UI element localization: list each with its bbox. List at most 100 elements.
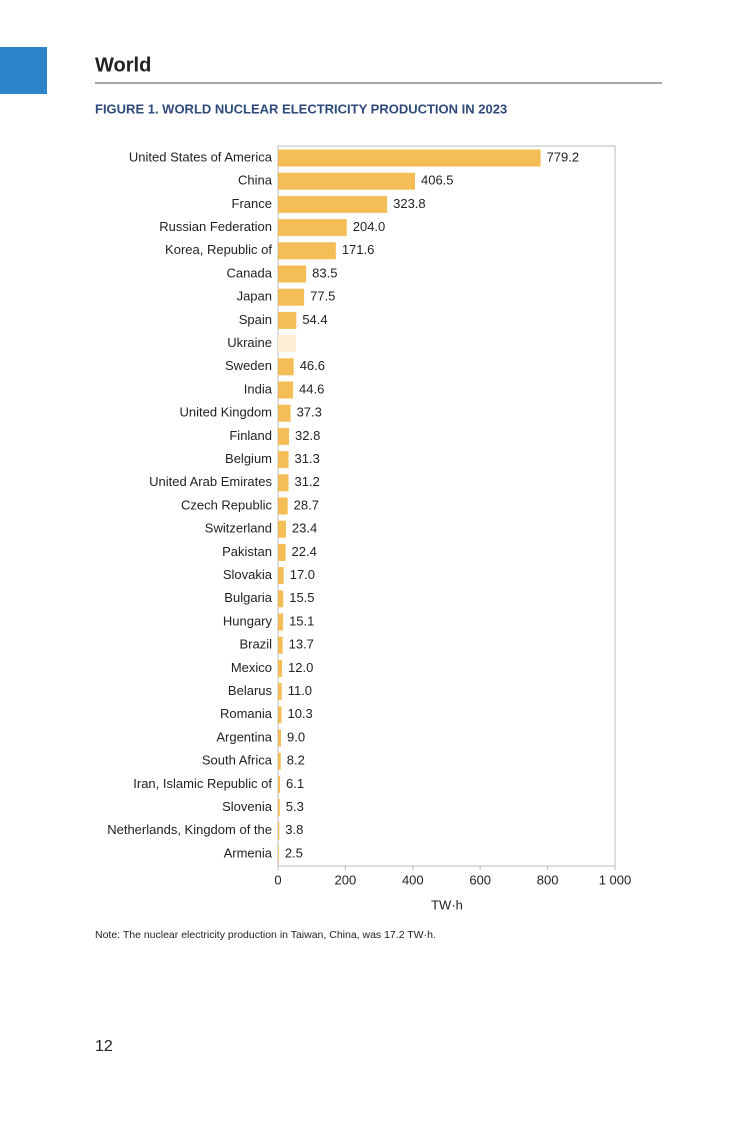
section-marker [0,47,47,94]
value-label: 13.7 [289,637,314,652]
bar [278,729,282,747]
y-tick-label: Mexico [231,660,272,675]
value-label: 2.5 [285,845,303,860]
bar [278,149,541,167]
bar [278,195,388,213]
value-label: 77.5 [310,289,335,304]
value-label: 32.8 [295,428,320,443]
y-tick-label: Hungary [223,613,273,628]
bar [278,172,415,190]
bar [278,497,288,515]
value-label: 406.5 [421,173,454,188]
bar [278,613,284,631]
bar [278,659,283,677]
bar [278,543,286,561]
bar [278,520,286,538]
value-label: 54.4 [302,312,327,327]
y-tick-label: United States of America [129,149,273,164]
bar [278,311,297,329]
bar [278,636,283,654]
y-tick-label: Finland [229,428,272,443]
value-label: 9.0 [287,729,305,744]
y-tick-label: Belgium [225,451,272,466]
y-tick-label: Czech Republic [181,497,273,512]
bar [278,219,347,237]
y-tick-label: Spain [239,312,272,327]
value-label: 31.2 [295,474,320,489]
y-tick-label: Korea, Republic of [165,242,272,257]
y-tick-label: Argentina [216,729,272,744]
value-label: 6.1 [286,776,304,791]
y-tick-label: Switzerland [205,521,272,536]
bar [278,288,305,306]
value-label: 171.6 [342,242,375,257]
y-tick-label: Armenia [224,845,273,860]
figure-title: FIGURE 1. WORLD NUCLEAR ELECTRICITY PROD… [95,101,507,116]
y-tick-label: Sweden [225,358,272,373]
y-tick-label: Canada [226,265,272,280]
y-tick-label: Ukraine [227,335,272,350]
y-tick-label: Netherlands, Kingdom of the [107,822,272,837]
value-label: 323.8 [393,196,426,211]
value-label: 11.0 [288,683,312,698]
value-label: 83.5 [312,265,337,280]
bar [278,335,296,353]
x-tick-label: 1 000 [599,872,632,887]
y-tick-label: Pakistan [222,544,272,559]
value-label: 8.2 [287,753,305,768]
y-tick-label: Romania [220,706,273,721]
y-tick-label: United Arab Emirates [149,474,272,489]
x-tick-label: 800 [537,872,559,887]
value-label: 10.3 [287,706,312,721]
bar [278,799,280,817]
y-tick-label: Belarus [228,683,273,698]
bar [278,683,282,701]
y-tick-label: India [244,381,273,396]
y-tick-label: Russian Federation [159,219,272,234]
value-label: 12.0 [288,660,313,675]
bar [278,358,294,376]
bar [278,381,294,399]
bar [278,265,307,283]
y-tick-label: Iran, Islamic Republic of [133,776,272,791]
value-label: 37.3 [297,405,322,420]
page-number: 12 [95,1038,113,1055]
value-label: 15.1 [289,613,314,628]
value-label: 22.4 [292,544,317,559]
bar [278,451,289,469]
bar [278,567,284,585]
x-tick-label: 400 [402,872,424,887]
y-tick-label: Slovakia [223,567,273,582]
value-label: 17.0 [290,567,315,582]
y-tick-label: China [238,173,273,188]
value-label: 31.3 [295,451,320,466]
x-tick-label: 600 [469,872,491,887]
value-label: 28.7 [294,497,319,512]
y-tick-label: Brazil [239,637,272,652]
value-label: 23.4 [292,521,317,536]
bar [278,474,289,492]
y-tick-label: South Africa [202,753,273,768]
x-tick-label: 0 [274,872,281,887]
bar [278,242,336,260]
note: Note: The nuclear electricity production… [95,929,436,941]
bar [278,845,279,863]
bar [278,706,282,724]
y-tick-label: France [232,196,272,211]
value-label: 3.8 [285,822,303,837]
value-label: 15.5 [289,590,314,605]
value-label: 46.6 [300,358,325,373]
y-tick-label: Slovenia [222,799,273,814]
y-tick-label: United Kingdom [180,405,273,420]
y-tick-label: Bulgaria [224,590,272,605]
bar [278,590,284,608]
bar [278,775,281,793]
x-tick-label: 200 [335,872,357,887]
section-title: World [95,54,151,76]
value-label: 44.6 [299,381,324,396]
x-axis-label: TW·h [431,897,463,912]
y-tick-label: Japan [237,289,272,304]
value-label: 779.2 [547,149,580,164]
bar [278,752,281,770]
